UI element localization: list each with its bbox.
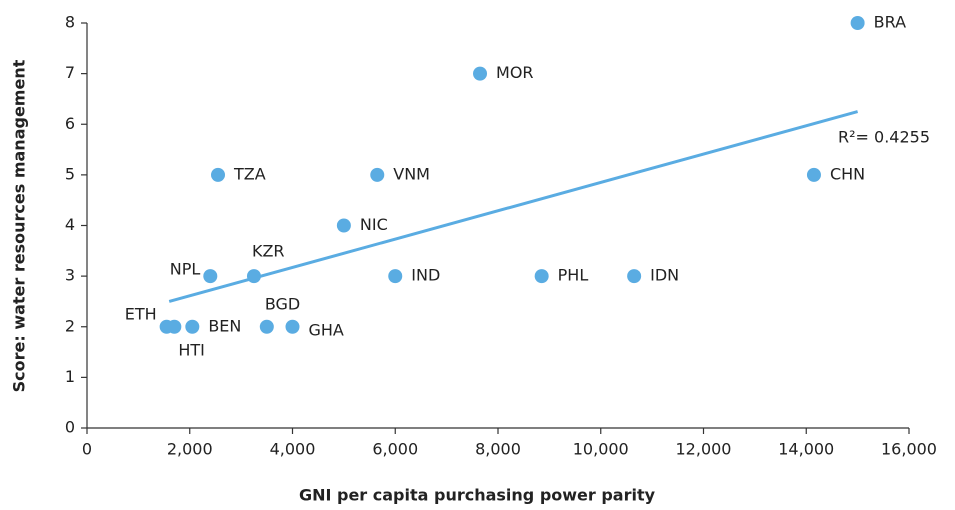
- point-label: IDN: [650, 266, 679, 285]
- y-tick-label: 2: [65, 316, 75, 335]
- point-label: BGD: [265, 294, 300, 313]
- x-axis-label: GNI per capita purchasing power parity: [299, 486, 656, 505]
- x-tick-label: 12,000: [676, 440, 732, 459]
- point-label: BRA: [874, 13, 906, 32]
- point-label: TZA: [233, 164, 266, 183]
- point: [370, 167, 385, 182]
- point: [534, 269, 549, 284]
- point: [285, 319, 300, 334]
- x-tick-label: 4,000: [270, 440, 316, 459]
- point-label: IND: [411, 266, 440, 285]
- point-label: MOR: [496, 63, 534, 82]
- y-tick-label: 7: [65, 63, 75, 82]
- point: [473, 66, 488, 81]
- y-tick-label: 0: [65, 418, 75, 437]
- x-tick-label: 10,000: [573, 440, 629, 459]
- y-tick-label: 6: [65, 114, 75, 133]
- x-tick-label: 14,000: [778, 440, 834, 459]
- point-label: GHA: [309, 320, 344, 339]
- y-tick-label: 4: [65, 215, 75, 234]
- point-label: ETH: [125, 304, 157, 323]
- point: [627, 269, 642, 284]
- point-label: HTI: [178, 340, 205, 359]
- point: [203, 269, 218, 284]
- y-tick-label: 5: [65, 164, 75, 183]
- trendline: [168, 110, 859, 303]
- trendline-label: R²= 0.4255: [838, 128, 930, 147]
- point: [211, 167, 226, 182]
- y-axis-label: Score: water resources management: [10, 59, 29, 392]
- x-tick-label: 16,000: [881, 440, 937, 459]
- point: [388, 269, 403, 284]
- point: [850, 16, 865, 30]
- point-label: VNM: [393, 164, 430, 183]
- point: [167, 319, 182, 334]
- point-label: PHL: [558, 266, 589, 285]
- y-tick-label: 1: [65, 367, 75, 386]
- point-label: CHN: [830, 164, 865, 183]
- point: [806, 167, 821, 182]
- x-tick-label: 6,000: [372, 440, 418, 459]
- y-tick-label: 3: [65, 266, 75, 285]
- x-tick-label: 2,000: [167, 440, 213, 459]
- point: [246, 269, 261, 284]
- point: [185, 319, 200, 334]
- point-label: NIC: [360, 215, 388, 234]
- point: [259, 319, 274, 334]
- point-label: BEN: [208, 316, 241, 335]
- point-label: NPL: [170, 260, 201, 279]
- x-tick-label: 8,000: [475, 440, 521, 459]
- y-tick-label: 8: [65, 13, 75, 32]
- point: [336, 218, 351, 233]
- point-label: KZR: [252, 242, 285, 261]
- x-tick-label: 0: [82, 440, 92, 459]
